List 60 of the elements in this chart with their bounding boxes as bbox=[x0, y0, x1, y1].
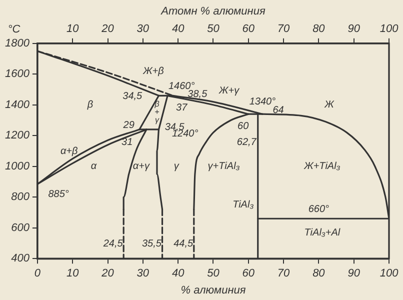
annotation: γ bbox=[174, 160, 180, 172]
x-tick-label: 60 bbox=[242, 267, 256, 280]
annotation: Ж+TiAl₃ bbox=[303, 160, 340, 172]
x-tick-label: 100 bbox=[380, 267, 400, 280]
annotation: 35,5 bbox=[142, 238, 162, 250]
annotation: 38,5 bbox=[188, 88, 208, 100]
x-tick-label: 30 bbox=[136, 267, 150, 280]
annotation: 37 bbox=[176, 102, 188, 114]
annotation: Ж bbox=[324, 100, 335, 111]
x2-tick-label: 100 bbox=[380, 22, 400, 35]
x-tick-label: 40 bbox=[172, 267, 186, 280]
y-axis-title: °C bbox=[8, 23, 20, 36]
x-tick-label: 80 bbox=[312, 267, 326, 280]
annotation: 29 bbox=[122, 120, 135, 131]
x-tick-label: 10 bbox=[66, 267, 80, 280]
x-axis-title: % алюминия bbox=[180, 284, 246, 296]
annotation: α+β bbox=[60, 146, 78, 157]
annotation: 660° bbox=[308, 204, 330, 215]
annotation: 1240° bbox=[172, 128, 198, 140]
y-tick-label: 1000 bbox=[4, 160, 30, 172]
annotation: 885° bbox=[48, 188, 69, 200]
y-tick-label: 600 bbox=[11, 222, 30, 234]
x-tick-label: 90 bbox=[348, 267, 361, 280]
y-tick-label: 1400 bbox=[4, 98, 30, 111]
x-tick-label: 20 bbox=[100, 267, 115, 280]
annotation: 44,5 bbox=[174, 238, 194, 250]
y-tick-label: 800 bbox=[11, 191, 30, 204]
y-tick-label: 1200 bbox=[4, 130, 30, 142]
x2-tick-label: 70 bbox=[277, 22, 291, 35]
annotation: 24,5 bbox=[102, 238, 124, 250]
annotation: 1340° bbox=[249, 96, 276, 108]
y-tick-label: 1800 bbox=[4, 37, 30, 50]
annotation: α bbox=[90, 160, 97, 172]
x2-tick-label: 40 bbox=[172, 22, 186, 35]
x2-tick-label: 80 bbox=[312, 22, 326, 35]
annotation: TiAl₃+Al bbox=[304, 228, 341, 239]
annotation: β+γ bbox=[154, 99, 160, 124]
annotation: 31 bbox=[122, 137, 133, 148]
annotation: TiAl₃ bbox=[232, 200, 254, 211]
x2-tick-label: 60 bbox=[242, 22, 256, 35]
y-tick-label: 1600 bbox=[4, 68, 30, 80]
annotation: Ж+β bbox=[142, 66, 164, 78]
x2-axis-title: Атомн % алюминия bbox=[160, 6, 266, 18]
x2-tick-label: 90 bbox=[348, 22, 361, 35]
x-tick-label: 0 bbox=[34, 267, 42, 280]
x-tick-label: 70 bbox=[277, 267, 291, 280]
annotation: γ+TiAl₃ bbox=[208, 160, 240, 172]
annotation: 64 bbox=[272, 104, 284, 116]
x-tick-label: 50 bbox=[207, 267, 220, 280]
annotation: 34,5 bbox=[122, 90, 143, 102]
annotation: 62,7 bbox=[236, 137, 257, 148]
annotation: 60 bbox=[238, 121, 250, 132]
x2-tick-label: 30 bbox=[136, 22, 150, 35]
x2-tick-label: 10 bbox=[66, 22, 80, 35]
x2-tick-label: 50 bbox=[207, 22, 220, 35]
annotation: α+γ bbox=[132, 160, 150, 172]
annotation: Ж+γ bbox=[218, 86, 240, 97]
x2-tick-label: 20 bbox=[100, 22, 115, 35]
y-tick-label: 400 bbox=[11, 252, 30, 265]
annotation: β bbox=[86, 100, 94, 111]
